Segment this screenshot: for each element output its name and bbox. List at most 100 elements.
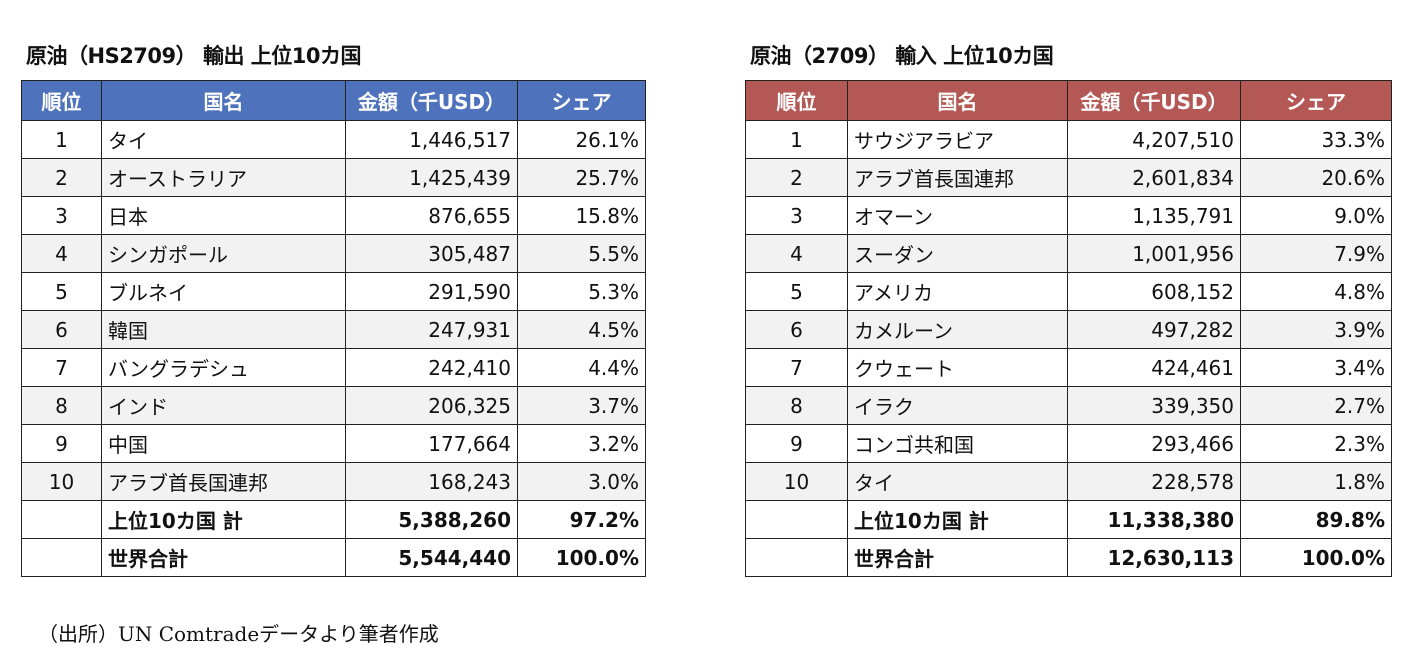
table-row: 3 日本 876,655 15.8% (21, 196, 646, 235)
source-note: （出所）UN Comtradeデータより筆者作成 (38, 622, 439, 646)
cell-share: 100.0% (1240, 538, 1392, 577)
cell-share: 2.3% (1240, 424, 1392, 463)
cell-rank: 6 (745, 310, 848, 349)
cell-country: タイ (101, 120, 346, 159)
cell-amount: 1,425,439 (345, 158, 518, 197)
cell-rank (745, 538, 848, 577)
cell-rank: 4 (745, 234, 848, 273)
cell-amount: 608,152 (1067, 272, 1241, 311)
table-row: 8 イラク 339,350 2.7% (745, 386, 1392, 425)
header-row: 順位 国名 金額（千USD） シェア (21, 80, 646, 121)
table-row: 9 中国 177,664 3.2% (21, 424, 646, 463)
table-row: 6 韓国 247,931 4.5% (21, 310, 646, 349)
table-row: 9 コンゴ共和国 293,466 2.3% (745, 424, 1392, 463)
table-row: 2 アラブ首長国連邦 2,601,834 20.6% (745, 158, 1392, 197)
cell-amount: 4,207,510 (1067, 120, 1241, 159)
import-table-title: 原油（2709） 輸入 上位10カ国 (750, 44, 1054, 68)
cell-share: 5.3% (517, 272, 646, 311)
cell-rank: 8 (21, 386, 102, 425)
cell-share: 25.7% (517, 158, 646, 197)
cell-rank: 7 (21, 348, 102, 387)
cell-country: 上位10カ国 計 (101, 500, 346, 539)
cell-rank: 1 (745, 120, 848, 159)
cell-share: 3.7% (517, 386, 646, 425)
cell-amount: 206,325 (345, 386, 518, 425)
column-header-share: シェア (517, 80, 646, 121)
cell-country: クウェート (847, 348, 1068, 387)
import-table: 順位 国名 金額（千USD） シェア 1 サウジアラビア 4,207,510 33.3% 2 アラ… (745, 80, 1392, 577)
column-header-rank: 順位 (745, 80, 848, 121)
cell-rank: 9 (21, 424, 102, 463)
cell-share: 3.4% (1240, 348, 1392, 387)
cell-share: 3.2% (517, 424, 646, 463)
cell-country: 世界合計 (101, 538, 346, 577)
table-row: 1 タイ 1,446,517 26.1% (21, 120, 646, 159)
cell-share: 3.0% (517, 462, 646, 501)
cell-rank: 4 (21, 234, 102, 273)
cell-rank: 6 (21, 310, 102, 349)
cell-share: 26.1% (517, 120, 646, 159)
cell-rank: 3 (21, 196, 102, 235)
cell-share: 5.5% (517, 234, 646, 273)
total-row: 上位10カ国 計 11,338,380 89.8% (745, 500, 1392, 539)
cell-share: 9.0% (1240, 196, 1392, 235)
cell-amount: 168,243 (345, 462, 518, 501)
cell-rank: 10 (21, 462, 102, 501)
cell-country: 韓国 (101, 310, 346, 349)
cell-country: シンガポール (101, 234, 346, 273)
cell-rank: 9 (745, 424, 848, 463)
cell-amount: 293,466 (1067, 424, 1241, 463)
header-row: 順位 国名 金額（千USD） シェア (745, 80, 1392, 121)
cell-rank: 2 (21, 158, 102, 197)
cell-amount: 424,461 (1067, 348, 1241, 387)
cell-country: 中国 (101, 424, 346, 463)
table-row: 5 ブルネイ 291,590 5.3% (21, 272, 646, 311)
cell-amount: 497,282 (1067, 310, 1241, 349)
export-table: 順位 国名 金額（千USD） シェア 1 タイ 1,446,517 26.1% 2 オーストラリア… (21, 80, 646, 577)
cell-amount: 2,601,834 (1067, 158, 1241, 197)
cell-amount: 5,388,260 (345, 500, 518, 539)
total-row: 世界合計 12,630,113 100.0% (745, 538, 1392, 577)
table-row: 1 サウジアラビア 4,207,510 33.3% (745, 120, 1392, 159)
cell-country: インド (101, 386, 346, 425)
cell-amount: 291,590 (345, 272, 518, 311)
cell-rank (21, 500, 102, 539)
cell-rank: 7 (745, 348, 848, 387)
cell-rank: 10 (745, 462, 848, 501)
table-row: 2 オーストラリア 1,425,439 25.7% (21, 158, 646, 197)
cell-rank: 1 (21, 120, 102, 159)
column-header-country: 国名 (101, 80, 346, 121)
cell-country: アメリカ (847, 272, 1068, 311)
cell-share: 100.0% (517, 538, 646, 577)
cell-country: 世界合計 (847, 538, 1068, 577)
table-row: 3 オマーン 1,135,791 9.0% (745, 196, 1392, 235)
column-header-share: シェア (1240, 80, 1392, 121)
cell-country: 上位10カ国 計 (847, 500, 1068, 539)
cell-share: 1.8% (1240, 462, 1392, 501)
table-row: 6 カメルーン 497,282 3.9% (745, 310, 1392, 349)
cell-rank: 2 (745, 158, 848, 197)
column-header-amount: 金額（千USD） (345, 80, 518, 121)
cell-rank: 8 (745, 386, 848, 425)
cell-country: コンゴ共和国 (847, 424, 1068, 463)
cell-country: オマーン (847, 196, 1068, 235)
cell-amount: 1,135,791 (1067, 196, 1241, 235)
cell-amount: 5,544,440 (345, 538, 518, 577)
cell-rank (745, 500, 848, 539)
table-row: 5 アメリカ 608,152 4.8% (745, 272, 1392, 311)
cell-rank (21, 538, 102, 577)
cell-amount: 1,446,517 (345, 120, 518, 159)
cell-amount: 228,578 (1067, 462, 1241, 501)
cell-country: オーストラリア (101, 158, 346, 197)
cell-country: スーダン (847, 234, 1068, 273)
cell-amount: 242,410 (345, 348, 518, 387)
table-row: 7 バングラデシュ 242,410 4.4% (21, 348, 646, 387)
table-row: 7 クウェート 424,461 3.4% (745, 348, 1392, 387)
cell-amount: 12,630,113 (1067, 538, 1241, 577)
cell-share: 7.9% (1240, 234, 1392, 273)
column-header-rank: 順位 (21, 80, 102, 121)
cell-share: 97.2% (517, 500, 646, 539)
cell-share: 33.3% (1240, 120, 1392, 159)
cell-rank: 3 (745, 196, 848, 235)
cell-country: サウジアラビア (847, 120, 1068, 159)
